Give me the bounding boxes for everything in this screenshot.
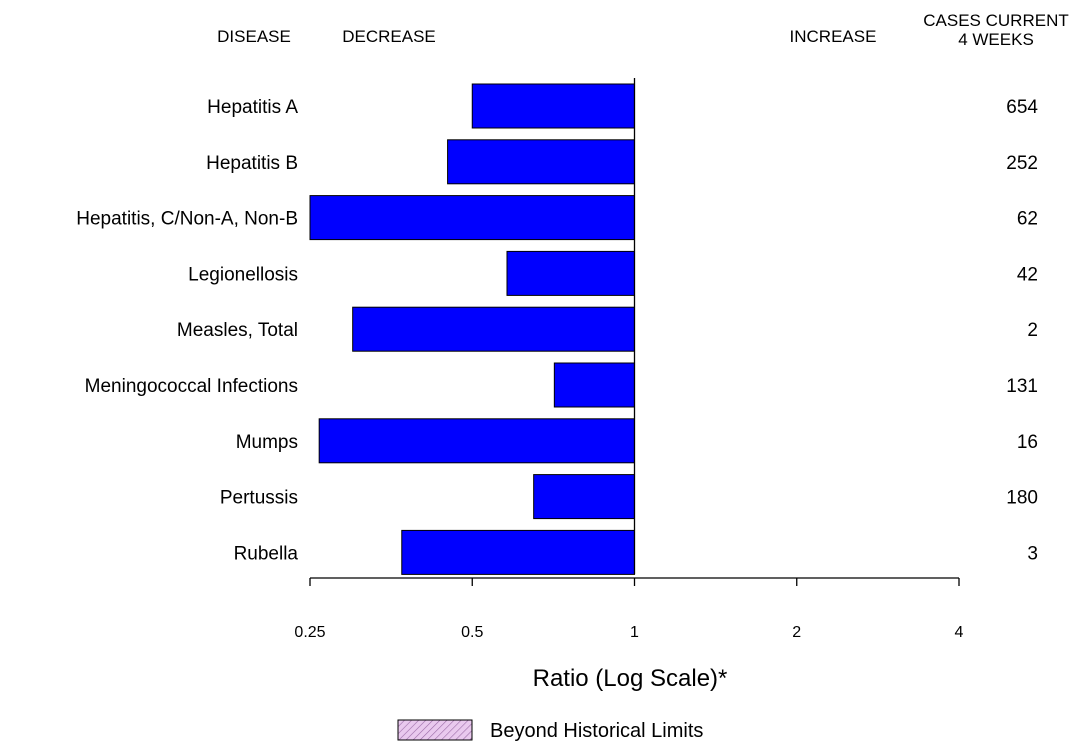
case-counts: 654 252 62 42 2 131 16 180 3 bbox=[1006, 97, 1038, 564]
legend-label: Beyond Historical Limits bbox=[490, 720, 703, 742]
case-count: 252 bbox=[1006, 153, 1038, 174]
case-count: 654 bbox=[1006, 97, 1038, 118]
case-count: 62 bbox=[1017, 209, 1038, 230]
category-label: Rubella bbox=[234, 543, 299, 564]
x-axis-ticks: 0.25 0.5 1 2 4 bbox=[294, 578, 964, 641]
x-tick-label: 2 bbox=[792, 624, 801, 641]
category-label: Hepatitis, C/Non-A, Non-B bbox=[76, 209, 298, 230]
x-axis-title: Ratio (Log Scale)* bbox=[533, 665, 728, 692]
bar bbox=[533, 474, 635, 520]
bar bbox=[447, 139, 635, 185]
category-label: Meningococcal Infections bbox=[85, 376, 298, 397]
category-label: Hepatitis B bbox=[206, 153, 298, 174]
bar bbox=[352, 306, 635, 352]
bar bbox=[309, 195, 635, 241]
case-count: 42 bbox=[1017, 264, 1038, 285]
x-tick-label: 0.25 bbox=[294, 624, 325, 641]
bar bbox=[553, 362, 636, 408]
case-count: 180 bbox=[1006, 488, 1038, 509]
category-label: Measles, Total bbox=[177, 320, 298, 341]
category-label: Mumps bbox=[236, 432, 298, 453]
x-tick-label: 0.5 bbox=[461, 624, 483, 641]
case-count: 16 bbox=[1017, 432, 1038, 453]
header-disease: DISEASE bbox=[217, 27, 291, 46]
bar bbox=[401, 529, 635, 575]
header-cases-line2: 4 WEEKS bbox=[958, 30, 1034, 49]
category-label: Legionellosis bbox=[188, 264, 298, 285]
bar bbox=[318, 418, 635, 464]
x-tick-label: 4 bbox=[955, 624, 964, 641]
case-count: 2 bbox=[1027, 320, 1038, 341]
header-decrease: DECREASE bbox=[342, 27, 436, 46]
category-label: Pertussis bbox=[220, 488, 298, 509]
case-count: 131 bbox=[1006, 376, 1038, 397]
legend-swatch bbox=[397, 719, 473, 741]
bar bbox=[471, 83, 635, 129]
bars-layer bbox=[309, 83, 636, 575]
header-cases-line1: CASES CURRENT bbox=[923, 11, 1068, 30]
category-label: Hepatitis A bbox=[207, 97, 298, 118]
case-count: 3 bbox=[1027, 543, 1038, 564]
category-labels: Hepatitis A Hepatitis B Hepatitis, C/Non-A… bbox=[76, 97, 298, 564]
x-tick-label: 1 bbox=[630, 624, 639, 641]
bar bbox=[506, 250, 636, 296]
header-increase: INCREASE bbox=[790, 27, 877, 46]
